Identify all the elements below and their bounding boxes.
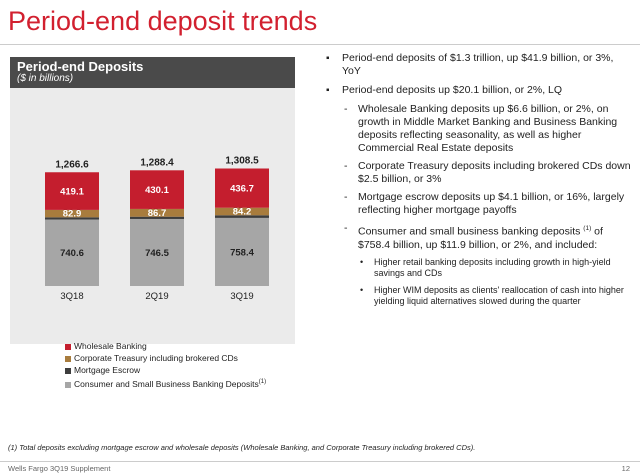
chart-header: Period-end Deposits ($ in billions) xyxy=(10,57,295,88)
bar-total-label: 1,308.5 xyxy=(225,155,259,166)
sub-bullet-item: Wholesale Banking deposits up $6.6 billi… xyxy=(322,103,634,155)
legend-swatch-mortgage-escrow xyxy=(65,367,71,374)
chart-legend: Wholesale Banking Corporate Treasury inc… xyxy=(65,340,267,389)
sub-sub-bullet-item: Higher retail banking deposits including… xyxy=(322,257,634,280)
data-label-wholesale: 430.1 xyxy=(145,185,169,196)
legend-footnote-marker: (1) xyxy=(258,379,267,385)
legend-label: Mortgage Escrow xyxy=(74,365,141,375)
bar-segment-mortgage-escrow xyxy=(45,217,99,220)
legend-swatch-consumer xyxy=(65,381,71,388)
chart-subtitle: ($ in billions) xyxy=(17,73,74,84)
bar-segment-consumer xyxy=(130,218,184,286)
data-label-corporate-treasury: 86.7 xyxy=(148,208,167,219)
page-number: 12 xyxy=(621,464,630,473)
sub-bullet-item: Mortgage escrow deposits up $4.1 billion… xyxy=(322,191,634,217)
data-label-consumer: 758.4 xyxy=(230,247,254,258)
bar-segment-wholesale xyxy=(215,168,269,208)
chart-title: Period-end Deposits xyxy=(17,59,144,74)
data-label-wholesale: 436.7 xyxy=(230,184,254,195)
bar-segment-consumer xyxy=(215,217,269,286)
legend-label: Wholesale Banking xyxy=(74,341,147,351)
title-divider xyxy=(0,44,640,45)
bar-segment-wholesale xyxy=(130,170,184,209)
sub-sub-bullet-item: Higher WIM deposits as clients' realloca… xyxy=(322,285,634,308)
commentary-bullets: Period-end deposits of $1.3 trillion, up… xyxy=(322,52,634,313)
bar-segment-mortgage-escrow xyxy=(215,215,269,218)
x-tick-label: 2Q19 xyxy=(145,291,168,302)
chart-panel: Period-end Deposits ($ in billions) 740.… xyxy=(10,57,295,389)
sub-bullet-item: Consumer and small business banking depo… xyxy=(322,222,634,252)
sub-bullet-text: of $758.4 billion, up $11.9 billion, or … xyxy=(358,225,603,251)
bar-total-label: 1,266.6 xyxy=(55,159,89,170)
legend-item-wholesale: Wholesale Banking xyxy=(65,340,266,352)
footer-source: Wells Fargo 3Q19 Supplement xyxy=(8,464,111,473)
legend-label: Consumer and Small Business Banking Depo… xyxy=(74,378,259,389)
page-title: Period-end deposit trends xyxy=(8,6,318,36)
sub-bullet-item: Corporate Treasury deposits including br… xyxy=(322,160,634,186)
data-label-consumer: 740.6 xyxy=(60,248,84,259)
bullet-item: Period-end deposits of $1.3 trillion, up… xyxy=(322,52,634,78)
x-tick-label: 3Q18 xyxy=(60,291,83,302)
legend-item-consumer: Consumer and Small Business Banking Depo… xyxy=(65,376,267,389)
footnote-marker: (1) xyxy=(583,225,592,232)
bar-segment-wholesale xyxy=(45,172,99,210)
bar-segment-corporate-treasury xyxy=(130,208,184,217)
data-label-corporate-treasury: 84.2 xyxy=(233,206,252,217)
stacked-bar-chart: 740.624.082.9419.11,266.63Q18746.525.186… xyxy=(45,155,269,302)
bar-segment-consumer xyxy=(45,219,99,286)
x-tick-label: 3Q19 xyxy=(230,291,253,302)
legend-swatch-corporate-treasury xyxy=(65,355,71,362)
data-label-consumer: 746.5 xyxy=(145,248,169,259)
bar-segment-mortgage-escrow xyxy=(130,216,184,219)
footer-divider xyxy=(0,461,640,462)
legend-item-mortgage-escrow: Mortgage Escrow xyxy=(65,364,266,376)
bullet-item: Period-end deposits up $20.1 billion, or… xyxy=(322,84,634,97)
sub-bullet-text: Consumer and small business banking depo… xyxy=(358,225,581,238)
bar-segment-corporate-treasury xyxy=(215,207,269,216)
data-label-corporate-treasury: 82.9 xyxy=(63,209,82,220)
bar-total-label: 1,288.4 xyxy=(140,157,174,168)
legend-item-corporate-treasury: Corporate Treasury including brokered CD… xyxy=(65,352,266,364)
footnote: (1) Total deposits excluding mortgage es… xyxy=(8,443,476,452)
legend-swatch-wholesale xyxy=(65,343,71,350)
data-label-wholesale: 419.1 xyxy=(60,187,84,198)
bar-segment-corporate-treasury xyxy=(45,209,99,218)
legend-label: Corporate Treasury including brokered CD… xyxy=(74,353,238,363)
